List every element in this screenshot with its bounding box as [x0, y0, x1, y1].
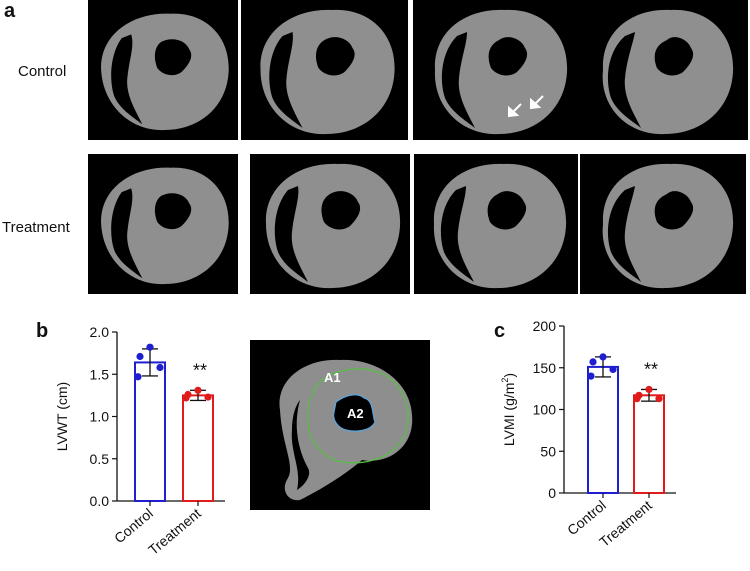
bar [134, 361, 166, 502]
y-tick-label: 2.0 [90, 324, 110, 340]
data-point [599, 353, 607, 361]
data-point [655, 395, 663, 403]
row-label-control: Control [18, 63, 67, 80]
panel-label-c: c [494, 320, 506, 342]
data-point [136, 352, 144, 361]
lv-cavity [316, 37, 355, 76]
arrow-icon [508, 95, 544, 118]
y-tick-label: 1.0 [90, 409, 110, 425]
ct-image [88, 0, 238, 140]
rv-cavity [607, 186, 641, 282]
bar [587, 365, 619, 494]
data-point [156, 363, 164, 372]
lv-outer-contour [307, 368, 409, 464]
chart-b: 0.0 0.5 1.0 1.5 2.0 LVWT (cm) ControlTreatment… [54, 324, 225, 558]
rv-cavity [269, 32, 303, 128]
label-a2: A2 [347, 406, 364, 421]
data-point [633, 395, 641, 403]
data-point [645, 385, 653, 394]
y-tick-label: 0.5 [90, 451, 110, 467]
data-point [146, 343, 154, 351]
y-tick-label: 0.0 [90, 493, 110, 509]
x-tick-label: Control [111, 505, 156, 546]
data-point [204, 393, 212, 401]
y-tick-label: 200 [533, 318, 557, 334]
bar [633, 394, 665, 494]
panel-label-b: b [36, 320, 49, 342]
significance-annotation: ** [644, 359, 658, 379]
rv-cavity [440, 186, 474, 282]
lv-cavity [321, 191, 361, 230]
y-tick-label: 100 [533, 402, 557, 418]
ct-image [580, 154, 746, 294]
rv-cavity [274, 186, 308, 282]
data-point [182, 394, 190, 402]
rv-cavity [111, 34, 143, 125]
lv-cavity [154, 193, 192, 230]
lv-cavity [654, 37, 694, 76]
x-tick-label: Treatment [145, 505, 204, 558]
data-point [589, 358, 597, 366]
lv-cavity [154, 39, 192, 76]
y-axis-label: LVMI (g/m2) [500, 373, 517, 446]
label-a1: A1 [324, 370, 341, 385]
lv-cavity [488, 37, 528, 76]
lv-cavity [654, 191, 694, 230]
y-tick-label: 50 [540, 443, 556, 459]
y-axis-label: LVWT (cm) [54, 382, 70, 451]
ct-image [413, 0, 581, 140]
rv-cavity [441, 32, 475, 128]
row-label-treatment: Treatment [2, 219, 70, 236]
rv-cavity [111, 188, 143, 279]
ct-image [414, 154, 578, 294]
panel-label-a: a [4, 0, 16, 22]
ct-image [241, 0, 408, 140]
ct-image [88, 154, 238, 294]
lv-cavity [487, 191, 527, 230]
significance-annotation: ** [193, 360, 207, 380]
data-point [609, 365, 617, 374]
rv-cavity [291, 400, 310, 490]
lv-cavity [333, 394, 376, 432]
rv-cavity [607, 32, 641, 128]
ct-image [250, 154, 410, 294]
bar [182, 394, 214, 502]
y-tick-label: 0 [548, 485, 556, 501]
data-point [194, 386, 202, 394]
data-point [134, 373, 142, 381]
schematic-image: A1 A2 [250, 340, 430, 510]
y-tick-label: 150 [533, 360, 557, 376]
ct-image [578, 0, 748, 140]
y-tick-label: 1.5 [90, 366, 110, 382]
data-point [587, 372, 595, 380]
